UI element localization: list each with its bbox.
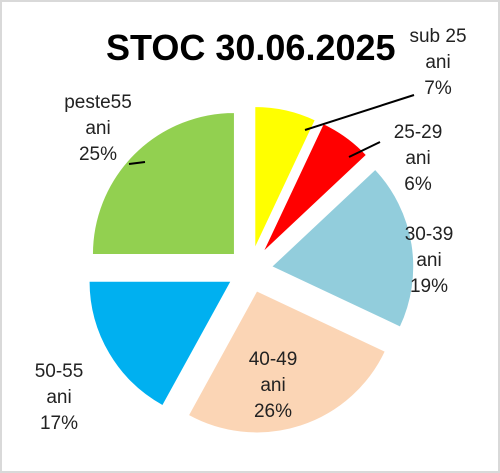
slice-label-peste55-ani: peste55 ani 25% xyxy=(64,92,132,165)
pie-slice-30-39-ani xyxy=(270,168,415,328)
slice-labels: sub 25 ani 7% 25-29 ani 6% 30-39 ani 19% 40-49 ani… xyxy=(35,26,467,434)
pie-slice-peste55-ani xyxy=(91,111,235,255)
slice-label-30-39-ani: 30-39 ani 19% xyxy=(405,224,454,297)
pie-slice-50-55-ani xyxy=(88,280,232,407)
leader-line xyxy=(304,94,415,131)
pie-slices xyxy=(88,106,415,434)
slice-label-25-29-ani: 25-29 ani 6% xyxy=(394,122,443,195)
slice-label-50-55-ani: 50-55 ani 17% xyxy=(35,361,84,434)
chart-title: STOC 30.06.2025 xyxy=(106,27,396,68)
leader-line xyxy=(348,141,381,158)
slice-label-40-49-ani: 40-49 ani 26% xyxy=(249,349,298,422)
pie-slice-40-49-ani xyxy=(187,290,386,434)
leader-lines xyxy=(128,94,415,165)
leader-line xyxy=(128,161,146,165)
slice-label-sub-25-ani: sub 25 ani 7% xyxy=(409,26,466,99)
pie-slice-sub-25-ani xyxy=(254,106,316,249)
